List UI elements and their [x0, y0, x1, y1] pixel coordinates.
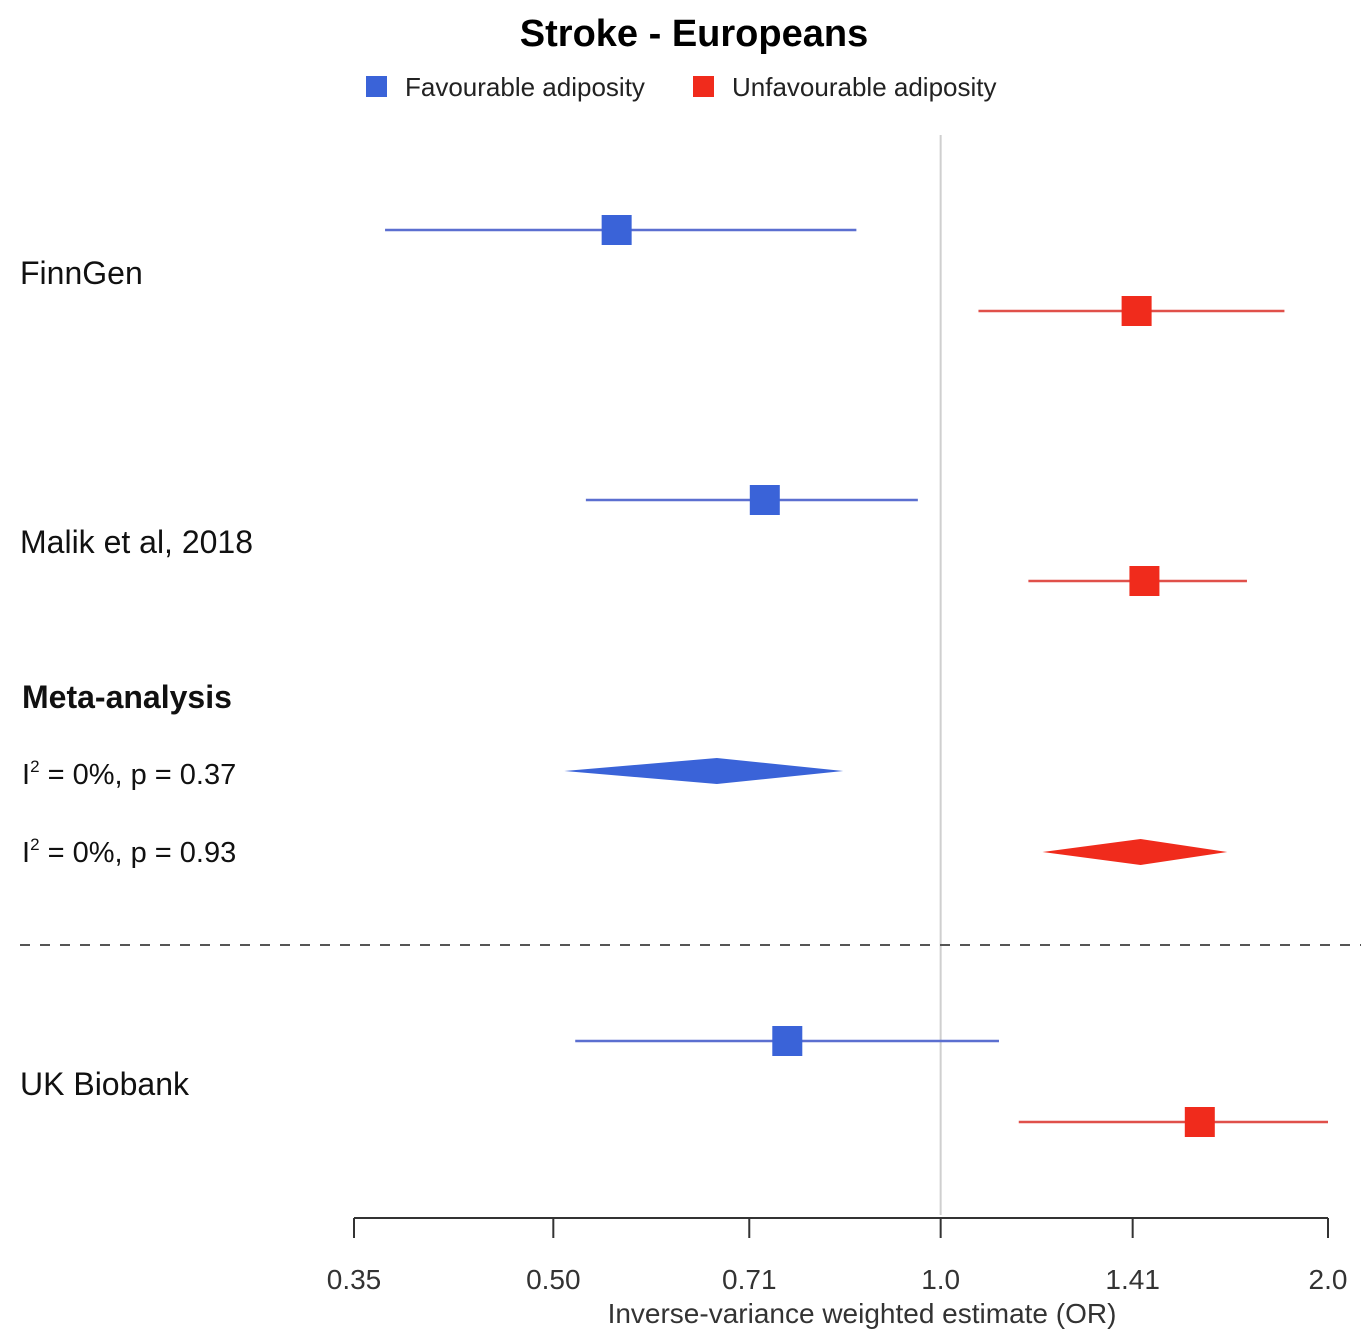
legend-swatch-unfavourable	[693, 76, 714, 97]
study-label-finngen: FinnGen	[20, 255, 143, 291]
x-tick-label: 0.71	[722, 1264, 777, 1295]
meta-stat-favourable: I2 = 0%, p = 0.37	[22, 757, 236, 791]
study-label-malik: Malik et al, 2018	[20, 524, 253, 560]
legend-label-favourable: Favourable adiposity	[405, 72, 645, 102]
x-tick-label: 0.35	[327, 1264, 382, 1295]
plot-marks	[385, 215, 1328, 1137]
meta-unfavourable-diamond	[1042, 839, 1228, 865]
malik-favourable-point	[749, 485, 780, 515]
ukbiobank-favourable-point	[772, 1026, 803, 1056]
meta-stat-favourable-letter: I	[22, 759, 30, 791]
malik-unfavourable-point	[1129, 566, 1160, 596]
meta-stat-unfavourable-text: = 0%, p = 0.93	[40, 837, 237, 869]
meta-stat-unfavourable: I2 = 0%, p = 0.93	[22, 835, 236, 869]
x-axis: 0.35 0.50 0.71 1.0 1.41 2.0	[327, 1217, 1348, 1295]
x-tick-label: 2.0	[1309, 1264, 1348, 1295]
x-tick-label: 0.50	[526, 1264, 581, 1295]
finngen-unfavourable-point	[1121, 296, 1152, 326]
meta-stat-favourable-superscript: 2	[30, 757, 39, 776]
x-tick-label: 1.41	[1105, 1264, 1160, 1295]
finngen-favourable-point	[601, 215, 632, 245]
chart-title: Stroke - Europeans	[520, 13, 868, 55]
legend-swatch-favourable	[366, 76, 387, 97]
meta-stat-favourable-text: = 0%, p = 0.37	[40, 759, 237, 791]
meta-favourable-diamond	[564, 758, 844, 784]
meta-stat-unfavourable-superscript: 2	[30, 835, 39, 854]
ukbiobank-unfavourable-point	[1184, 1107, 1215, 1137]
meta-analysis-heading: Meta-analysis	[22, 679, 232, 715]
legend-label-unfavourable: Unfavourable adiposity	[732, 72, 997, 102]
meta-stat-unfavourable-letter: I	[22, 837, 30, 869]
study-label-ukbiobank: UK Biobank	[20, 1066, 190, 1102]
x-axis-title: Inverse-variance weighted estimate (OR)	[608, 1298, 1117, 1329]
legend: Favourable adiposity Unfavourable adipos…	[366, 72, 997, 102]
x-tick-label: 1.0	[921, 1264, 960, 1295]
